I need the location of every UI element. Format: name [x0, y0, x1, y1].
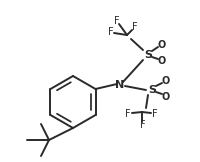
Text: F: F — [114, 16, 119, 26]
Text: O: O — [157, 56, 165, 66]
Text: F: F — [132, 22, 137, 32]
Text: S: S — [143, 50, 151, 60]
Text: F: F — [139, 120, 145, 130]
Text: N: N — [115, 80, 124, 90]
Text: F: F — [108, 27, 113, 37]
Text: F: F — [151, 109, 157, 119]
Text: F: F — [125, 109, 130, 119]
Text: S: S — [147, 85, 155, 95]
Text: O: O — [161, 76, 169, 86]
Text: O: O — [157, 40, 165, 50]
Text: O: O — [161, 92, 169, 102]
